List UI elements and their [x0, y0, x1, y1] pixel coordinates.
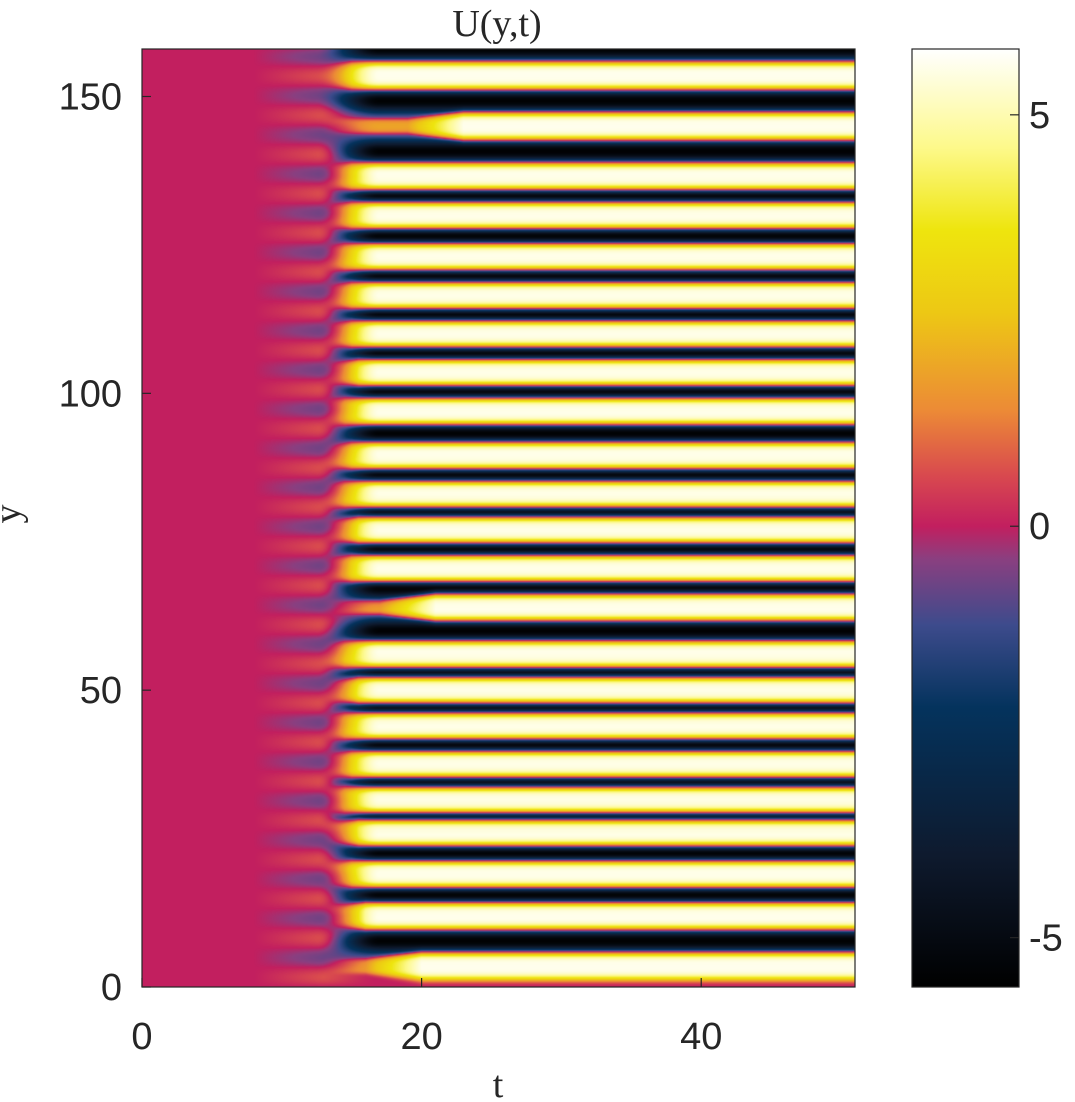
- colorbar-tick-label: 0: [1029, 506, 1050, 548]
- colorbar-tick-label: 5: [1029, 95, 1050, 137]
- plot-frame: [141, 48, 856, 988]
- colorbar: -5 0 5: [911, 48, 1063, 988]
- y-tick-label: 50: [80, 670, 122, 712]
- x-tick-label: 40: [680, 1016, 722, 1058]
- x-tick-label: 0: [131, 1016, 152, 1058]
- y-tick-label: 100: [59, 373, 122, 415]
- colorbar-gradient: [912, 49, 1019, 987]
- chart-title: U(y,t): [452, 3, 541, 45]
- colorbar-frame: [911, 48, 1020, 988]
- y-tick-label: 0: [101, 967, 122, 1009]
- heatmap-plot: [141, 48, 856, 988]
- x-tick-label: 20: [400, 1016, 442, 1058]
- colorbar-tick-label: -5: [1029, 918, 1063, 960]
- heatmap-image: [142, 49, 855, 987]
- colorbar-ticks: -5 0 5: [1010, 95, 1063, 960]
- y-tick-label: 150: [59, 76, 122, 118]
- y-axis-label: y: [0, 505, 29, 524]
- x-axis: 0 20 40: [131, 978, 722, 1058]
- x-axis-label: t: [493, 1064, 504, 1102]
- y-axis: 0 50 100 150: [59, 76, 151, 1009]
